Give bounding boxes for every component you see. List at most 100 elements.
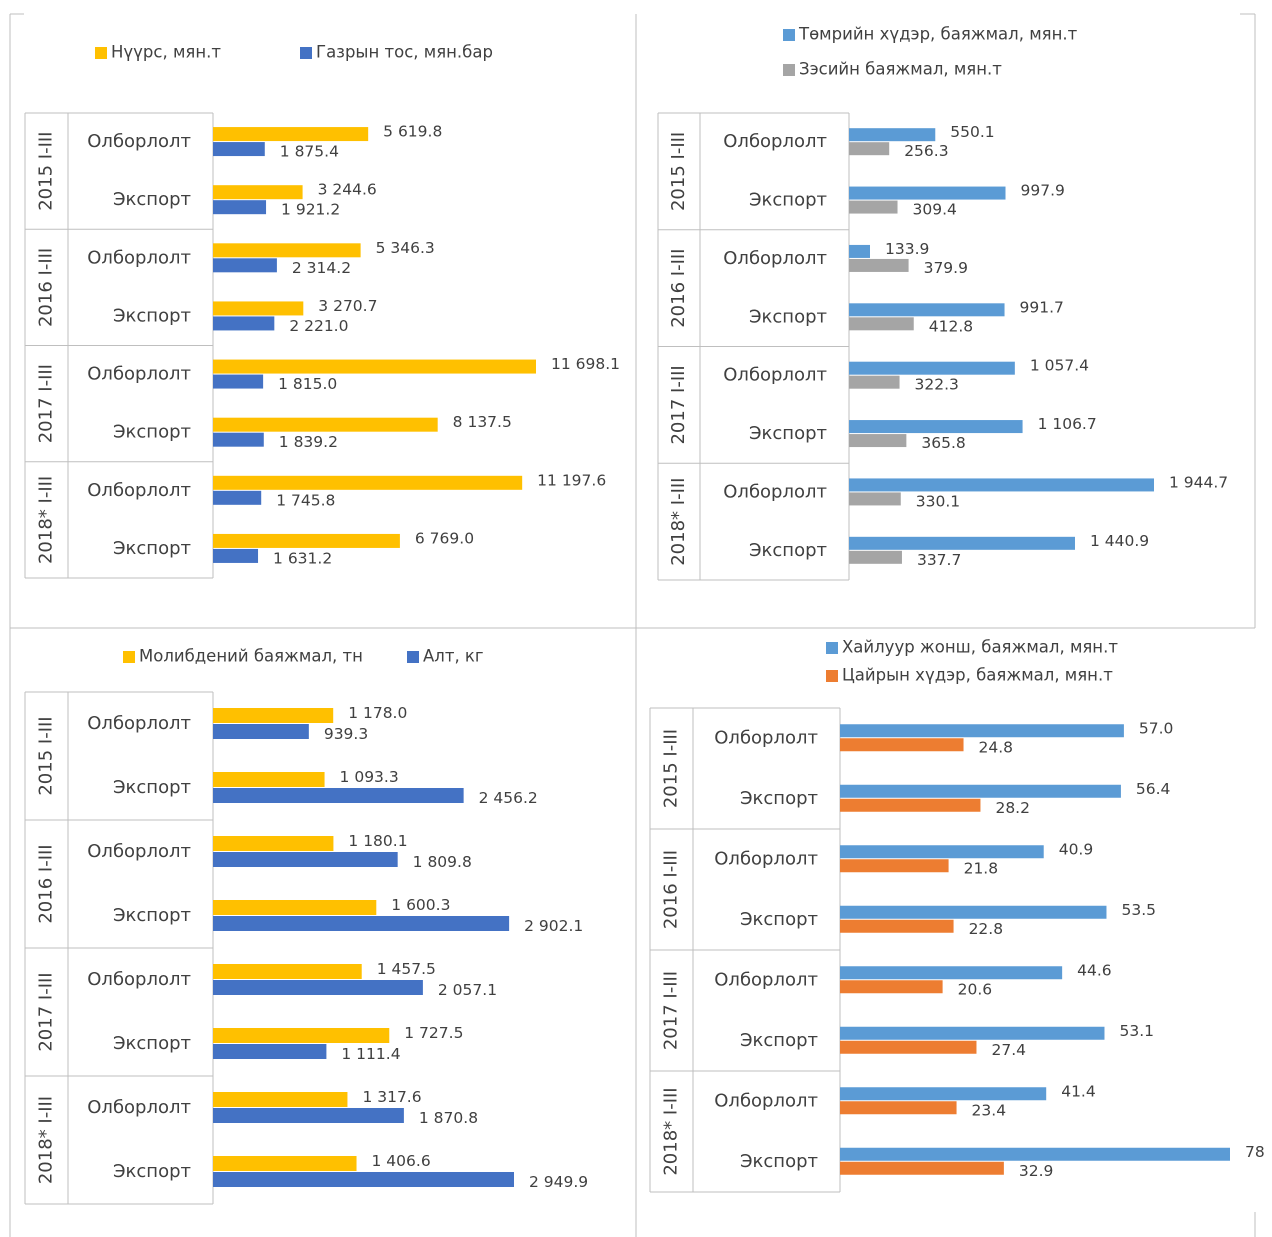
legend-label: Молибдений баяжмал, тн [139, 647, 363, 666]
bar [213, 185, 303, 200]
category-label: Олборлолт [87, 364, 191, 385]
category-label: Олборлолт [87, 480, 191, 501]
value-label: 53.5 [1121, 901, 1156, 919]
bar [840, 784, 1121, 798]
value-label: 337.7 [917, 551, 961, 569]
bar [849, 303, 1005, 317]
bar [213, 374, 264, 389]
category-label: Олборлолт [87, 713, 191, 734]
legend-label: Газрын тос, мян.бар [316, 43, 493, 62]
bar [213, 724, 309, 739]
category-label: Экспорт [749, 423, 827, 444]
value-label: 133.9 [885, 240, 929, 258]
group-label: 2016 I-III [668, 248, 689, 327]
bar [213, 708, 334, 723]
bar [213, 772, 325, 787]
legend-swatch [407, 651, 419, 663]
value-label: 1 870.8 [419, 1109, 478, 1127]
bar [213, 964, 362, 979]
category-label: Экспорт [113, 422, 191, 443]
bar [849, 258, 909, 272]
bar [213, 980, 423, 995]
legend-label: Зэсийн баяжмал, мян.т [799, 60, 1002, 79]
value-label: 1 111.4 [341, 1045, 400, 1063]
bar [849, 361, 1015, 375]
value-label: 6 769.0 [415, 529, 474, 547]
bar [849, 244, 871, 258]
value-label: 22.8 [969, 920, 1004, 938]
category-label: Экспорт [113, 538, 191, 559]
bar [840, 905, 1107, 919]
bar [213, 417, 438, 432]
category-label: Олборлолт [714, 727, 818, 748]
bar [213, 836, 334, 851]
bar [213, 359, 536, 374]
legend-swatch [826, 642, 838, 654]
value-label: 2 057.1 [438, 981, 497, 999]
legend-label: Хайлуур жонш, баяжмал, мян.т [842, 638, 1118, 657]
category-label: Экспорт [113, 1161, 191, 1182]
bar [840, 919, 954, 933]
bar [840, 724, 1124, 738]
panel-frames [9, 13, 1256, 1237]
category-label: Экспорт [749, 306, 827, 327]
bar [849, 492, 901, 506]
category-label: Экспорт [740, 788, 818, 809]
value-label: 1 944.7 [1169, 473, 1228, 491]
bar [213, 1156, 357, 1171]
bar [849, 317, 914, 331]
bar [213, 1028, 390, 1043]
legend-swatch [783, 29, 795, 41]
value-label: 27.4 [991, 1041, 1026, 1059]
value-label: 379.9 [924, 259, 968, 277]
value-label: 3 270.7 [318, 297, 377, 315]
legend-swatch [826, 670, 838, 682]
category-label: Экспорт [740, 1030, 818, 1051]
bar [840, 980, 943, 994]
value-label: 1 057.4 [1030, 357, 1089, 375]
value-label: 309.4 [913, 201, 957, 219]
group-label: 2015 I-III [36, 131, 57, 210]
bar [840, 859, 949, 873]
value-label: 1 745.8 [276, 491, 335, 509]
value-label: 997.9 [1021, 182, 1065, 200]
group-label: 2016 I-III [36, 844, 57, 923]
bar [213, 243, 361, 258]
legend-label: Алт, кг [423, 647, 484, 666]
bar [213, 788, 464, 803]
value-label: 2 314.2 [292, 259, 351, 277]
bar [213, 301, 304, 316]
value-label: 256.3 [904, 142, 948, 160]
value-label: 1 440.9 [1090, 532, 1149, 550]
category-label: Олборлолт [723, 131, 827, 152]
category-label: Олборлолт [714, 1090, 818, 1111]
bar [849, 536, 1075, 550]
category-label: Олборлолт [87, 841, 191, 862]
value-label: 1 875.4 [280, 143, 339, 161]
group-label: 2015 I-III [36, 716, 57, 795]
value-label: 2 902.1 [524, 917, 583, 935]
group-label: 2018* I-III [661, 1087, 682, 1175]
value-label: 322.3 [915, 376, 959, 394]
value-label: 412.8 [929, 317, 973, 335]
value-label: 11 197.6 [537, 471, 606, 489]
bar [213, 1044, 327, 1059]
value-label: 1 921.2 [281, 201, 340, 219]
bar [840, 1147, 1230, 1161]
value-label: 21.8 [964, 859, 999, 877]
value-label: 2 456.2 [479, 789, 538, 807]
bar [213, 852, 398, 867]
value-label: 365.8 [921, 434, 965, 452]
bar [849, 420, 1023, 434]
value-label: 1 317.6 [362, 1088, 421, 1106]
category-label: Олборлолт [87, 1097, 191, 1118]
value-label: 23.4 [972, 1101, 1007, 1119]
group-label: 2016 I-III [36, 248, 57, 327]
group-label: 2015 I-III [668, 132, 689, 211]
category-label: Олборлолт [714, 848, 818, 869]
value-label: 56.4 [1136, 780, 1171, 798]
group-label: 2015 I-III [661, 729, 682, 808]
category-label: Олборлолт [87, 969, 191, 990]
value-label: 1 406.6 [372, 1152, 431, 1170]
